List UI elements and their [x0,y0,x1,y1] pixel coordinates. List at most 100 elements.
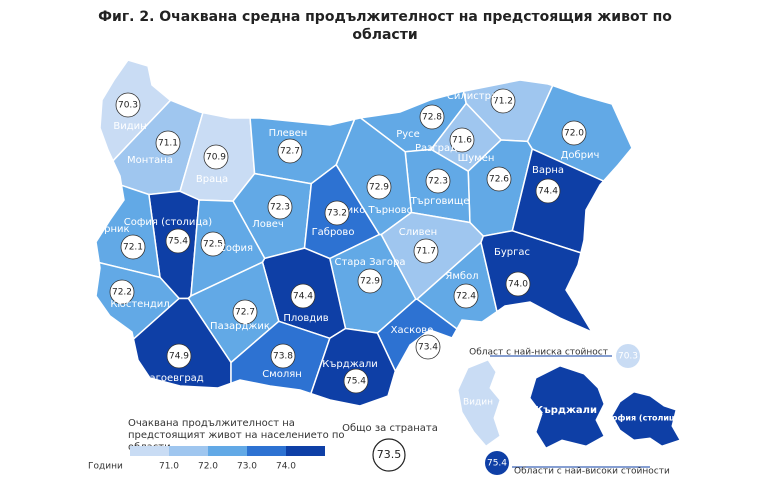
region-value: 72.6 [489,175,509,185]
region-value: 71.1 [158,139,178,149]
value-badge [166,343,192,369]
region-name: Кюстендил [110,299,169,310]
inset-highest-badge [485,451,509,475]
region-value: 70.9 [206,153,226,163]
region [511,148,605,254]
value-badge [419,104,445,130]
region-name: Перник [90,224,129,235]
inset-highest-label: Области с най-високи стойности [514,467,670,477]
value-badge [120,234,146,260]
region [95,184,161,279]
inset-highest-region: Кърджали [535,405,597,416]
region-value: 73.8 [273,352,293,362]
region-name: Видин [113,121,146,132]
value-badge [413,238,439,264]
region-name: Русе [396,129,420,140]
region-name: Кърджали [322,359,377,370]
region-name: Плевен [269,128,308,139]
region-name: Шумен [458,153,495,164]
region-name: Силистра [447,91,497,102]
region-value: 72.3 [428,177,448,187]
legend-unit: Години [88,462,123,472]
value-badge [203,144,229,170]
region-name: Сливен [399,227,437,238]
region-name: Враца [196,174,228,185]
region-value: 72.1 [123,243,143,253]
value-badge [200,231,226,257]
value-badge [453,283,479,309]
value-badge [290,283,316,309]
region-name: Ловеч [252,219,284,230]
region-name: Габрово [312,227,355,238]
inset-lowest-region: Видин [463,398,493,408]
value-badge [449,127,475,153]
value-badge [425,168,451,194]
value-badge [277,138,303,164]
region-value: 71.7 [416,247,436,257]
region-value: 72.8 [422,113,442,123]
region-value: 70.3 [118,101,138,111]
region-name: Добрич [561,150,600,161]
national-value: 73.5 [377,448,402,461]
legend-threshold: 74.0 [276,462,296,472]
region-value: 75.4 [168,237,188,247]
legend-swatch [247,446,286,456]
region-name: Варна [532,165,564,176]
region-value: 74.4 [538,187,558,197]
national-badge [372,438,406,472]
region-name: Стара Загора [335,257,406,268]
region-value: 72.7 [280,147,300,157]
region-name: Благоевград [136,373,204,384]
value-badge [165,228,191,254]
value-badge [505,271,531,297]
legend-swatch [130,446,169,456]
region-name: София (столица) [124,217,213,228]
inset-highest-shape [529,365,605,449]
region-name: Пазарджик [210,321,270,332]
national-label: Общо за страната [342,423,438,434]
inset-lowest-shape [457,359,501,447]
region-name: Бургас [494,247,530,258]
value-badge [270,343,296,369]
value-badge [366,174,392,200]
region-name: Разград [415,143,457,154]
region [480,230,594,334]
region-value: 74.4 [293,292,313,302]
region-name: Търговище [410,196,470,207]
region [309,327,397,407]
value-badge [267,194,293,220]
value-badge [115,92,141,118]
region-value: 72.4 [456,292,476,302]
inset-lowest-label: Област с най-ниска стойност [469,348,608,358]
legend-threshold: 72.0 [198,462,218,472]
legend-threshold: 71.0 [159,462,179,472]
region-name: Смолян [262,369,302,380]
value-badge [357,268,383,294]
legend-swatch [286,446,325,456]
region-name: София [219,243,253,254]
region-value: 75.4 [346,377,366,387]
value-badge [232,299,258,325]
inset-lowest-badge [616,344,640,368]
region-name: Пловдив [283,313,328,324]
value-badge [415,334,441,360]
value-badge [486,166,512,192]
legend-swatch [208,446,247,456]
region-value: 72.9 [369,183,389,193]
region-value: 72.3 [270,203,290,213]
value-badge [109,279,135,305]
value-badge [343,368,369,394]
value-badge [324,200,350,226]
region-value: 74.0 [508,280,528,290]
region-value: 72.2 [112,288,132,298]
region-name: Ямбол [445,271,478,282]
inset-highest-shape [611,391,681,447]
value-badge [155,130,181,156]
value-badge [561,120,587,146]
region-name: Хасково [391,325,434,336]
region-name: Велико Търново [327,205,412,216]
legend-threshold: 73.0 [237,462,257,472]
region-value: 71.2 [493,97,513,107]
